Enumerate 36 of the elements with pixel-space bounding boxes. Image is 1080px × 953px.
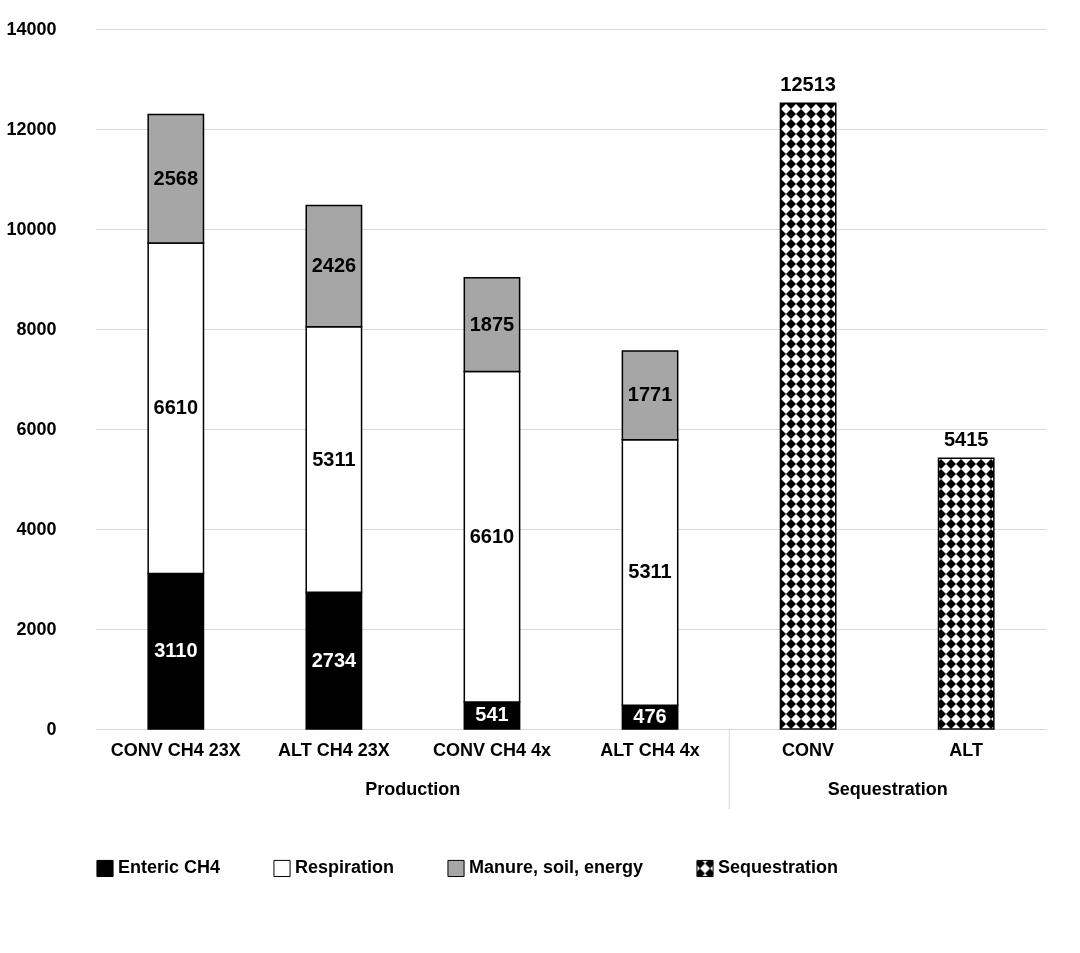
- y-tick-label: 14000: [6, 18, 57, 39]
- y-tick-label: 2000: [16, 618, 57, 639]
- y-tick-label: 6000: [16, 418, 57, 439]
- y-tick-label: 8000: [16, 318, 57, 339]
- data-label: 5311: [312, 447, 356, 470]
- legend-label: Enteric CH4: [118, 857, 221, 878]
- x-tick-label: CONV: [782, 739, 835, 760]
- x-tick-label: ALT CH4 4x: [600, 739, 700, 760]
- data-label: 3110: [154, 639, 198, 662]
- legend-label: Sequestration: [718, 857, 839, 878]
- data-label: 541: [475, 703, 509, 726]
- data-label: 1875: [469, 312, 515, 335]
- bar: [937, 457, 995, 730]
- text: Sequestration: [827, 779, 948, 799]
- data-label: 2426: [311, 254, 357, 277]
- x-tick-label: CONV CH4 23X: [110, 739, 241, 760]
- text: Production: [365, 779, 461, 799]
- x-tick-label: CONV CH4 4x: [432, 739, 551, 760]
- data-label: 12513: [780, 73, 836, 96]
- data-label: 5311: [628, 560, 672, 583]
- y-tick-label: 10000: [6, 218, 57, 239]
- y-tick-label: 4000: [16, 518, 57, 539]
- data-label: 2734: [311, 648, 358, 671]
- legend-label: Manure, soil, energy: [469, 857, 644, 878]
- data-label: 6610: [469, 524, 515, 547]
- x-tick-label: ALT: [949, 739, 983, 760]
- data-label: 6610: [153, 396, 199, 419]
- data-label: 5415: [943, 428, 989, 451]
- bar: [779, 102, 837, 730]
- x-tick-label: ALT CH4 23X: [278, 739, 390, 760]
- y-tick-label: 12000: [6, 118, 57, 139]
- data-label: 1771: [627, 383, 673, 406]
- data-label: 476: [633, 705, 667, 728]
- y-tick-label: 0: [46, 718, 57, 739]
- legend-label: Respiration: [295, 857, 395, 878]
- data-label: 2568: [153, 166, 199, 189]
